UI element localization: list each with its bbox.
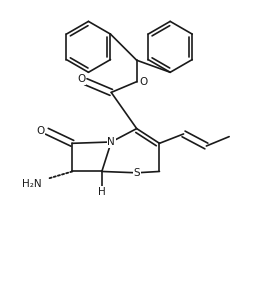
Text: H: H	[98, 187, 106, 197]
Text: O: O	[36, 126, 44, 136]
Text: O: O	[77, 74, 86, 84]
Text: H₂N: H₂N	[22, 178, 42, 189]
Text: O: O	[139, 77, 148, 87]
Text: S: S	[133, 168, 140, 178]
Text: N: N	[107, 137, 115, 147]
